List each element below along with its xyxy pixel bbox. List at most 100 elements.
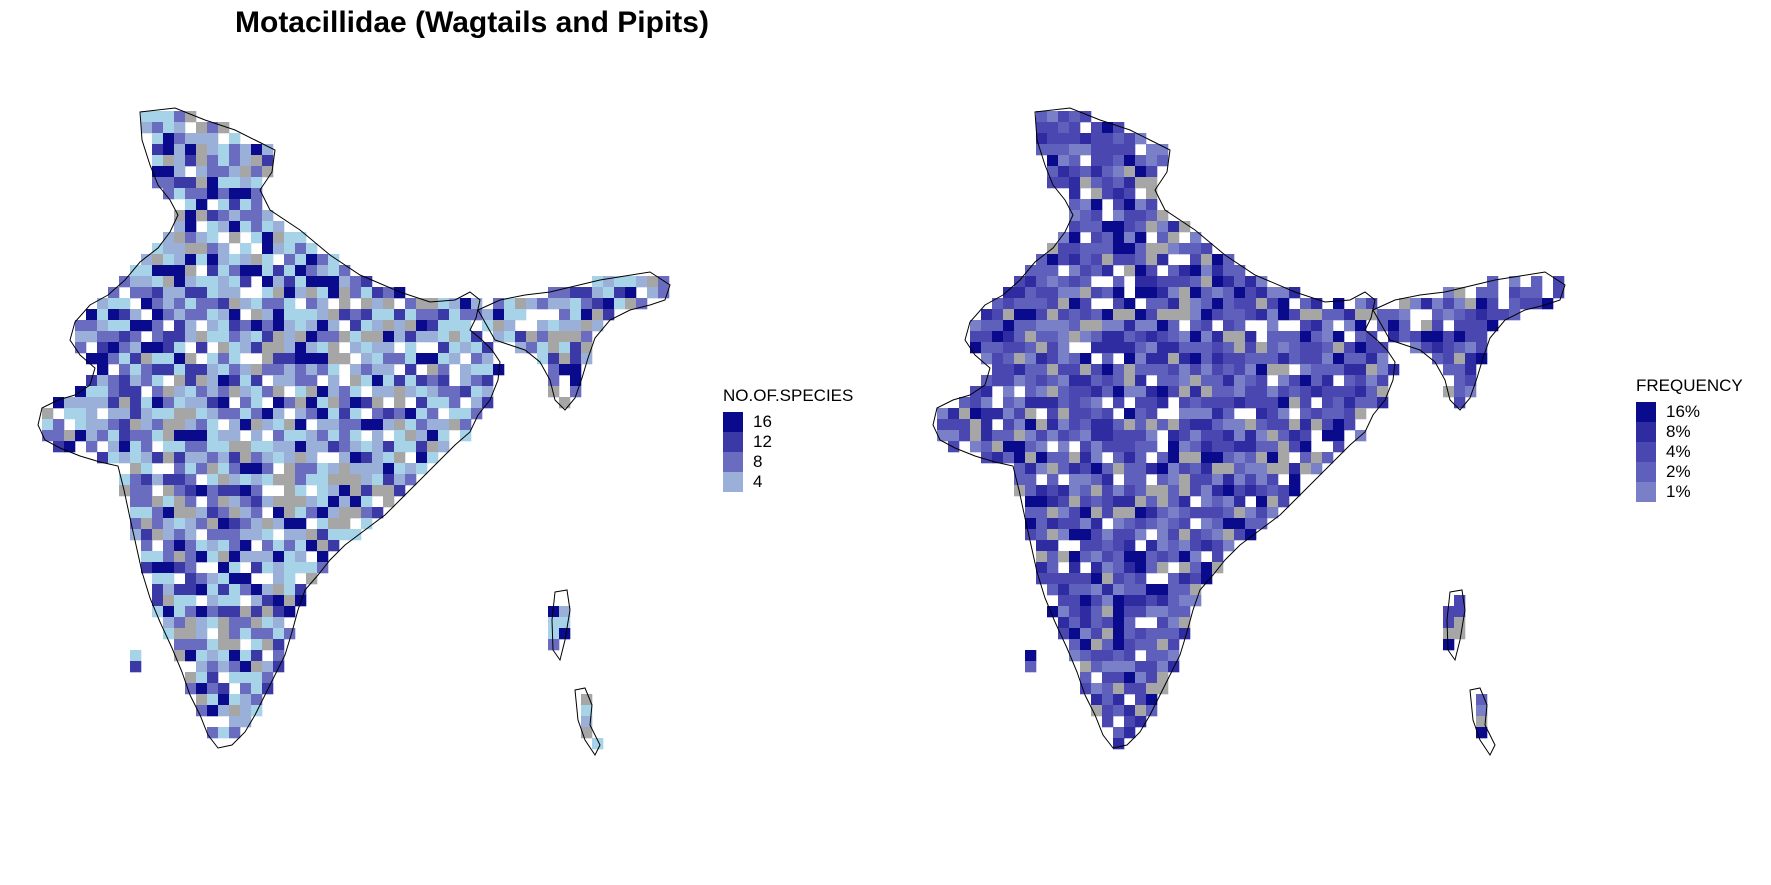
frequency-grid-cell: [1322, 452, 1334, 464]
species-richness-grid-cell: [350, 463, 362, 475]
species-richness-grid-cell: [273, 639, 285, 651]
frequency-grid-cell: [970, 419, 982, 431]
frequency-grid-cell: [1201, 254, 1213, 266]
frequency-grid-cell: [1113, 276, 1125, 288]
species-richness-grid-cell: [273, 430, 285, 442]
frequency-grid-cell: [1036, 529, 1048, 541]
species-richness-grid-cell: [295, 419, 307, 431]
species-richness-grid-cell: [218, 628, 230, 640]
species-richness-grid-cell: [97, 452, 109, 464]
frequency-grid-cell: [1146, 694, 1158, 706]
species-richness-grid-cell: [295, 474, 307, 486]
frequency-grid-cell: [1091, 155, 1103, 167]
species-richness-grid-cell: [185, 276, 197, 288]
frequency-grid-cell: [1080, 540, 1092, 552]
frequency-grid-cell: [1190, 441, 1202, 453]
frequency-grid-cell: [1355, 408, 1367, 420]
frequency-grid-cell: [1102, 650, 1114, 662]
species-richness-grid-cell: [174, 639, 186, 651]
species-richness-grid-cell: [229, 705, 241, 717]
species-richness-grid-cell: [416, 452, 428, 464]
frequency-grid-cell: [1454, 353, 1466, 365]
species-richness-grid-cell: [207, 397, 219, 409]
frequency-grid-cell: [1190, 298, 1202, 310]
frequency-grid-cell: [1113, 243, 1125, 255]
species-richness-grid-cell: [372, 430, 384, 442]
species-richness-grid-cell: [240, 441, 252, 453]
species-richness-grid-cell: [284, 628, 296, 640]
frequency-grid-cell: [1212, 353, 1224, 365]
frequency-grid-cell: [1278, 485, 1290, 497]
frequency-grid-cell: [1113, 507, 1125, 519]
frequency-grid-cell: [1355, 397, 1367, 409]
species-richness-grid-cell: [229, 518, 241, 530]
frequency-grid-cell: [1399, 331, 1411, 343]
species-richness-grid-cell: [460, 309, 472, 321]
species-richness-grid-cell: [218, 309, 230, 321]
species-richness-grid-cell: [262, 221, 274, 233]
species-richness-grid-cell: [174, 331, 186, 343]
frequency-boundary-outline: [1446, 589, 1466, 662]
frequency-grid-cell: [1311, 452, 1323, 464]
frequency-grid-cell: [1014, 320, 1026, 332]
frequency-grid-cell: [1069, 463, 1081, 475]
frequency-grid-cell: [1102, 683, 1114, 695]
frequency-grid-cell: [1454, 617, 1466, 629]
frequency-grid-cell: [1091, 133, 1103, 145]
species-richness-grid-cell: [218, 320, 230, 332]
frequency-grid-cell: [1069, 166, 1081, 178]
frequency-grid-cell: [1124, 133, 1136, 145]
frequency-grid-cell: [1146, 210, 1158, 222]
species-richness-grid-cell: [196, 441, 208, 453]
species-richness-grid-cell: [328, 254, 340, 266]
species-richness-grid-cell: [262, 320, 274, 332]
species-richness-grid-cell: [339, 507, 351, 519]
frequency-grid-cell: [1267, 342, 1279, 354]
species-richness-grid-cell: [416, 309, 428, 321]
frequency-grid-cell: [1102, 386, 1114, 398]
species-richness-grid-cell: [559, 617, 571, 629]
species-richness-grid-cell: [559, 342, 571, 354]
species-richness-grid-cell: [273, 364, 285, 376]
frequency-grid-cell: [1432, 342, 1444, 354]
species-richness-boundary-outline: [37, 107, 501, 749]
frequency-grid-cell: [1091, 254, 1103, 266]
frequency-grid-cell: [1003, 353, 1015, 365]
frequency-legend-swatch: [1636, 442, 1656, 462]
species-richness-grid-cell: [383, 485, 395, 497]
species-richness-grid-cell: [372, 485, 384, 497]
species-richness-grid-cell: [548, 364, 560, 376]
species-richness-grid-cell: [317, 342, 329, 354]
frequency-grid-cell: [1069, 496, 1081, 508]
frequency-grid-cell: [1190, 265, 1202, 277]
frequency-grid-cell: [1245, 474, 1257, 486]
species-richness-grid-cell: [218, 408, 230, 420]
species-richness-grid-cell: [328, 375, 340, 387]
species-richness-grid-cell: [251, 199, 263, 211]
frequency-grid-cell: [1190, 353, 1202, 365]
frequency-grid-cell: [1102, 595, 1114, 607]
frequency-grid-cell: [1487, 298, 1499, 310]
species-richness-grid-cell: [229, 320, 241, 332]
frequency-grid-cell: [1300, 441, 1312, 453]
species-richness-grid-cell: [207, 210, 219, 222]
species-richness-grid-cell: [240, 683, 252, 695]
species-richness-grid-cell: [438, 309, 450, 321]
frequency-grid-cell: [1201, 397, 1213, 409]
species-richness-grid-cell: [53, 419, 65, 431]
frequency-grid-cell: [1443, 617, 1455, 629]
species-richness-grid-cell: [592, 287, 604, 299]
species-richness-grid-cell: [350, 397, 362, 409]
frequency-grid-cell: [1102, 243, 1114, 255]
species-richness-grid-cell: [240, 606, 252, 618]
frequency-grid-cell: [1311, 463, 1323, 475]
frequency-grid-cell: [1168, 496, 1180, 508]
species-richness-grid-cell: [97, 419, 109, 431]
species-richness-grid-cell: [273, 441, 285, 453]
frequency-grid-cell: [1091, 441, 1103, 453]
frequency-grid-cell: [1179, 507, 1191, 519]
frequency-grid-cell: [1311, 408, 1323, 420]
frequency-grid-cell: [1223, 342, 1235, 354]
species-richness-grid-cell: [196, 628, 208, 640]
species-richness-grid-cell: [218, 518, 230, 530]
